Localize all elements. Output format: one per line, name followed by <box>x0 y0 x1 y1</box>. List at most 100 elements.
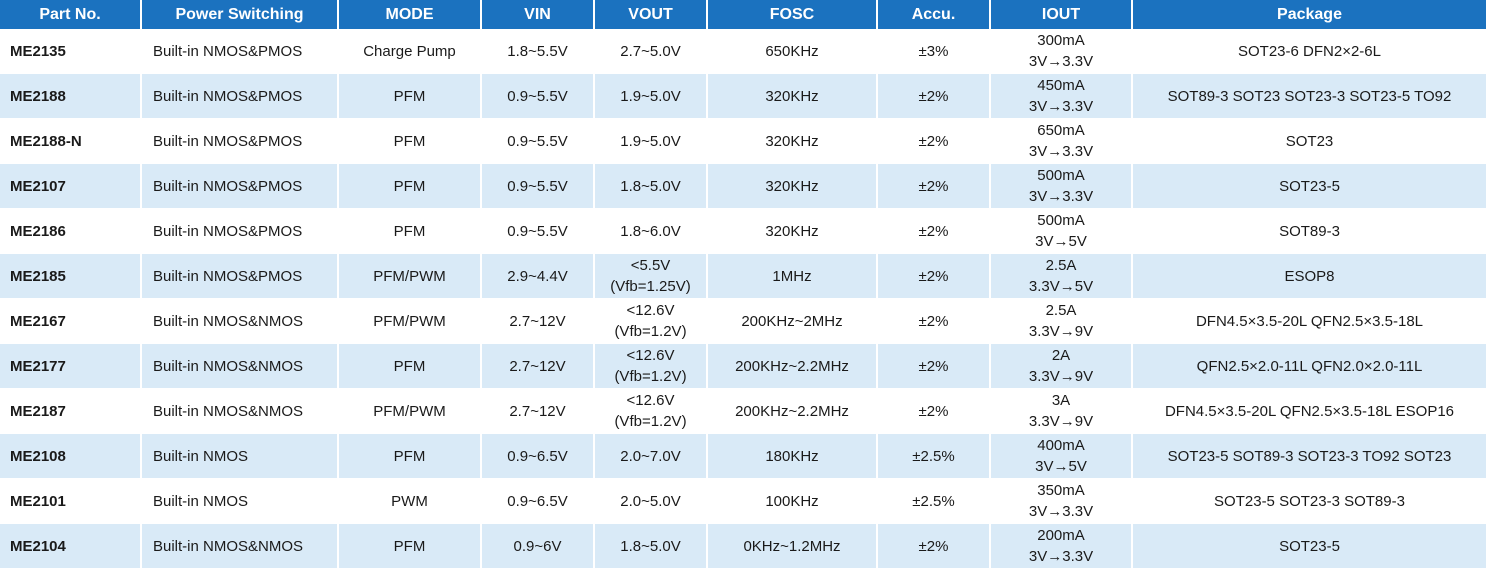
accuracy: ±2% <box>918 312 949 330</box>
part-number-cell: ME2107 <box>0 163 142 209</box>
vin-cell: 2.9~4.4V <box>481 253 595 299</box>
accuracy-cell: ±2% <box>877 388 991 434</box>
package: ESOP8 <box>1284 267 1335 285</box>
iout-conversion: 3V→3.3V <box>1028 98 1094 115</box>
vin-cell: 0.9~5.5V <box>481 163 595 209</box>
vout-cell: <5.5V (Vfb=1.25V) <box>594 253 708 299</box>
header-mode: MODE <box>338 0 482 29</box>
iout-cell: 2A 3.3V→9V <box>990 343 1133 389</box>
header-package: Package <box>1132 0 1486 29</box>
accuracy: ±2% <box>918 177 949 195</box>
vin-cell: 0.9~5.5V <box>481 208 595 254</box>
mode: Charge Pump <box>363 42 456 60</box>
vout-value: 2.0~5.0V <box>620 492 681 510</box>
vin-cell: 0.9~6V <box>481 523 595 569</box>
mode-cell: PFM <box>338 523 482 569</box>
part-number: ME2135 <box>10 42 66 60</box>
accuracy-cell: ±2.5% <box>877 433 991 479</box>
accuracy: ±2% <box>918 267 949 285</box>
package-cell: SOT89-3 SOT23 SOT23-3 SOT23-5 TO92 <box>1132 73 1486 119</box>
fosc-cell: 100KHz <box>707 478 878 524</box>
fosc: 100KHz <box>765 492 819 510</box>
part-number: ME2101 <box>10 492 66 510</box>
vout-note: (Vfb=1.2V) <box>614 323 687 340</box>
vout-cell: <12.6V (Vfb=1.2V) <box>594 298 708 344</box>
table-row: ME2188 Built-in NMOS&PMOS PFM 0.9~5.5V 1.9~5… <box>0 73 1486 119</box>
fosc: 320KHz <box>765 177 819 195</box>
part-number-cell: ME2101 <box>0 478 142 524</box>
vout-note: (Vfb=1.2V) <box>614 368 687 385</box>
package: QFN2.5×2.0-11L QFN2.0×2.0-11L <box>1196 357 1423 375</box>
accuracy: ±2.5% <box>912 492 955 510</box>
iout-current: 350mA <box>1037 482 1085 499</box>
vin: 2.7~12V <box>509 357 566 375</box>
fosc-cell: 320KHz <box>707 163 878 209</box>
vin-cell: 0.9~6.5V <box>481 478 595 524</box>
iout-current: 450mA <box>1037 77 1085 94</box>
iout-cell: 500mA 3V→3.3V <box>990 163 1133 209</box>
table-row: ME2177 Built-in NMOS&NMOS PFM 2.7~12V <12.6V… <box>0 343 1486 389</box>
mode-cell: PFM <box>338 433 482 479</box>
vout-value: 1.9~5.0V <box>620 87 681 105</box>
table-header-row: Part No. Power Switching MODE VIN VOUT F… <box>0 0 1486 29</box>
power-switching: Built-in NMOS&PMOS <box>153 42 303 60</box>
mode-cell: PWM <box>338 478 482 524</box>
iout-conversion: 3.3V→5V <box>1028 278 1094 295</box>
part-number: ME2177 <box>10 357 66 375</box>
iout-conversion: 3V→3.3V <box>1028 53 1094 70</box>
package: SOT23-5 <box>1279 177 1340 195</box>
power-switching: Built-in NMOS <box>153 492 249 510</box>
package: SOT23 <box>1285 132 1334 150</box>
accuracy-cell: ±2% <box>877 343 991 389</box>
vout-cell: <12.6V (Vfb=1.2V) <box>594 343 708 389</box>
table-row: ME2188-N Built-in NMOS&PMOS PFM 0.9~5.5V 1.9… <box>0 118 1486 164</box>
power-switching: Built-in NMOS&NMOS <box>153 537 304 555</box>
vout-value: 2.0~7.0V <box>620 447 681 465</box>
vin-cell: 0.9~5.5V <box>481 118 595 164</box>
power-switching: Built-in NMOS&NMOS <box>153 357 304 375</box>
table-row: ME2101 Built-in NMOS PWM 0.9~6.5V 2.0~5.0V 10… <box>0 478 1486 524</box>
accuracy-cell: ±2.5% <box>877 478 991 524</box>
vout-cell: 2.7~5.0V <box>594 29 708 74</box>
table-row: ME2187 Built-in NMOS&NMOS PFM/PWM 2.7~12V <1… <box>0 388 1486 434</box>
iout-cell: 500mA 3V→5V <box>990 208 1133 254</box>
part-number: ME2108 <box>10 447 66 465</box>
part-number: ME2107 <box>10 177 66 195</box>
iout-cell: 400mA 3V→5V <box>990 433 1133 479</box>
power-switching: Built-in NMOS <box>153 447 249 465</box>
fosc-cell: 650KHz <box>707 29 878 74</box>
table-row: ME2104 Built-in NMOS&NMOS PFM 0.9~6V 1.8~5.0… <box>0 523 1486 569</box>
vin: 0.9~6.5V <box>507 447 568 465</box>
fosc-cell: 1MHz <box>707 253 878 299</box>
power-switching-cell: Built-in NMOS <box>141 478 339 524</box>
table-row: ME2135 Built-in NMOS&PMOS Charge Pump 1.8~5… <box>0 29 1486 74</box>
power-switching: Built-in NMOS&PMOS <box>153 267 303 285</box>
vin-cell: 2.7~12V <box>481 298 595 344</box>
table-row: ME2108 Built-in NMOS PFM 0.9~6.5V 2.0~7.0V 18… <box>0 433 1486 479</box>
power-switching-cell: Built-in NMOS&PMOS <box>141 118 339 164</box>
package-cell: DFN4.5×3.5-20L QFN2.5×3.5-18L ESOP16 <box>1132 388 1486 434</box>
part-number: ME2185 <box>10 267 66 285</box>
vin-cell: 2.7~12V <box>481 388 595 434</box>
accuracy: ±2% <box>918 537 949 555</box>
vin-cell: 1.8~5.5V <box>481 29 595 74</box>
iout-conversion: 3V→5V <box>1035 458 1087 475</box>
fosc-cell: 320KHz <box>707 73 878 119</box>
vout-cell: 1.8~6.0V <box>594 208 708 254</box>
mode-cell: PFM <box>338 73 482 119</box>
vin: 2.9~4.4V <box>507 267 568 285</box>
package: SOT23-6 DFN2×2-6L <box>1238 42 1381 60</box>
fosc-cell: 0KHz~1.2MHz <box>707 523 878 569</box>
fosc: 320KHz <box>765 222 819 240</box>
header-part-no: Part No. <box>0 0 142 29</box>
mode: PFM <box>393 222 426 240</box>
accuracy-cell: ±2% <box>877 523 991 569</box>
power-switching: Built-in NMOS&PMOS <box>153 87 303 105</box>
part-number-cell: ME2186 <box>0 208 142 254</box>
fosc: 1MHz <box>772 267 812 285</box>
iout-conversion: 3V→3.3V <box>1028 143 1094 160</box>
vin: 0.9~5.5V <box>507 87 568 105</box>
part-number: ME2104 <box>10 537 66 555</box>
accuracy: ±2% <box>918 87 949 105</box>
vout-value: <5.5V <box>630 257 671 274</box>
